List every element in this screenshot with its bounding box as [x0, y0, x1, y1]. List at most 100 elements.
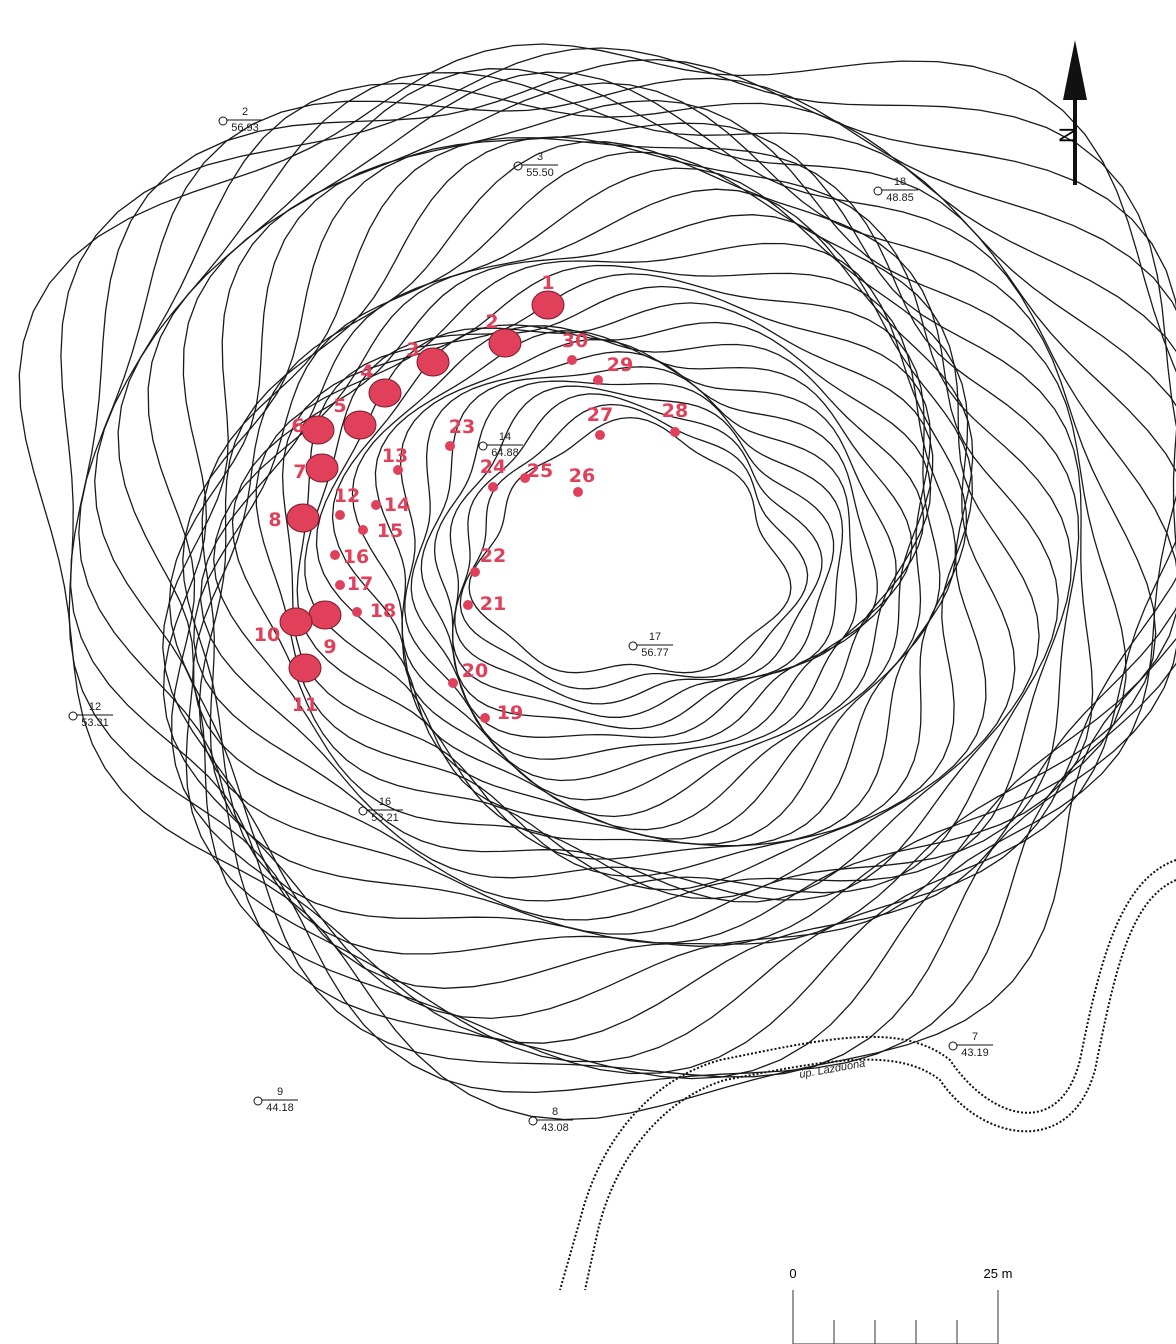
marker-label: 10: [254, 624, 280, 646]
scale-end: 25 m: [984, 1266, 1013, 1281]
benchmark-symbol: [68, 711, 78, 721]
benchmark-symbol: [358, 806, 368, 816]
marker-label: 14: [384, 494, 410, 516]
marker-label: 26: [569, 465, 595, 487]
contour: [213, 188, 987, 900]
contour: [449, 385, 835, 718]
contour: [400, 338, 897, 782]
site-marker: [308, 600, 342, 630]
marker-label: 17: [347, 573, 373, 595]
contour: [331, 321, 932, 831]
marker-label: 21: [480, 593, 506, 615]
benchmark-elevation: 56.77: [641, 647, 669, 659]
site-point: [488, 482, 498, 492]
marker-label: 13: [382, 445, 408, 467]
benchmark-elevation: 64.88: [491, 447, 519, 459]
contour-lines: [18, 43, 1176, 1291]
benchmark-symbol: [948, 1041, 958, 1051]
contour: [117, 72, 1176, 1063]
site-marker: [288, 653, 322, 683]
contour: [18, 43, 1176, 1121]
marker-label: 6: [291, 415, 304, 437]
contour: [351, 325, 925, 818]
benchmark-id: 14: [499, 431, 511, 443]
site-marker: [343, 410, 377, 440]
contour: [60, 47, 1176, 1094]
site-marker: [301, 415, 335, 445]
site-point: [393, 465, 403, 475]
contour: [69, 58, 1176, 1078]
benchmark-id: 7: [972, 1031, 978, 1043]
benchmark-id: 18: [894, 176, 906, 188]
site-marker: [279, 607, 313, 637]
site-point: [330, 550, 340, 560]
site-point: [593, 375, 603, 385]
benchmark-elevation: 56.93: [231, 122, 259, 134]
contour: [304, 285, 932, 845]
site-point: [573, 487, 583, 497]
site-marker: [531, 290, 565, 320]
contour: [94, 82, 1176, 1075]
north-arrow: N: [1055, 40, 1087, 185]
marker-label: 11: [292, 694, 318, 716]
benchmark-symbol: [218, 116, 228, 126]
site-point: [358, 525, 368, 535]
site-point: [470, 567, 480, 577]
contour: [198, 136, 1072, 921]
marker-label: 15: [377, 520, 403, 542]
contour: [281, 264, 956, 860]
site-marker: [286, 503, 320, 533]
marker-label: 3: [406, 339, 419, 361]
contour: [454, 393, 823, 705]
site-point: [463, 600, 473, 610]
benchmark-id: 8: [552, 1106, 558, 1118]
contour: [193, 141, 1059, 902]
benchmark-elevation: 48.85: [886, 192, 914, 204]
contour: [193, 151, 1040, 901]
marker-label: 22: [480, 545, 506, 567]
contour: [468, 416, 792, 674]
contour: [199, 167, 1016, 903]
contour: [296, 273, 941, 847]
benchmark-id: 17: [649, 631, 661, 643]
site-point: [335, 510, 345, 520]
marker-label: 9: [323, 636, 336, 658]
marker-label: 19: [497, 702, 523, 724]
site-marker: [488, 328, 522, 358]
contour: [162, 82, 1157, 989]
benchmark-elevation: 44.18: [266, 1102, 294, 1114]
contour: [255, 242, 968, 878]
marker-label: 24: [480, 456, 506, 478]
contour: [201, 137, 1080, 935]
benchmark-symbol: [528, 1116, 538, 1126]
benchmark-id: 2: [242, 106, 248, 118]
benchmark-id: 16: [379, 796, 391, 808]
benchmark-symbol: [873, 186, 883, 196]
benchmark-id: 9: [277, 1086, 283, 1098]
benchmark-elevation: 53.21: [371, 812, 399, 824]
contour: [162, 71, 1176, 1020]
marker-label: 27: [587, 404, 613, 426]
benchmark-elevation: 55.50: [526, 167, 554, 179]
site-point: [595, 430, 605, 440]
contour: [433, 380, 844, 730]
contour: [420, 366, 858, 739]
benchmark-id: 3: [537, 151, 543, 163]
site-point: [480, 713, 490, 723]
marker-label: 5: [333, 395, 346, 417]
marker-label: 20: [462, 660, 488, 682]
benchmark-elevation: 43.19: [961, 1047, 989, 1059]
site-marker: [368, 378, 402, 408]
contour: [410, 351, 878, 760]
marker-label: 8: [268, 509, 281, 531]
benchmark-id: 12: [89, 701, 101, 713]
benchmark-symbol: [628, 641, 638, 651]
marker-label: 29: [607, 354, 633, 376]
marker-label: 12: [334, 485, 360, 507]
site-point: [520, 473, 530, 483]
marker-label: 2: [485, 311, 498, 333]
contour: [231, 214, 973, 891]
benchmark-elevation: 53.31: [81, 717, 109, 729]
